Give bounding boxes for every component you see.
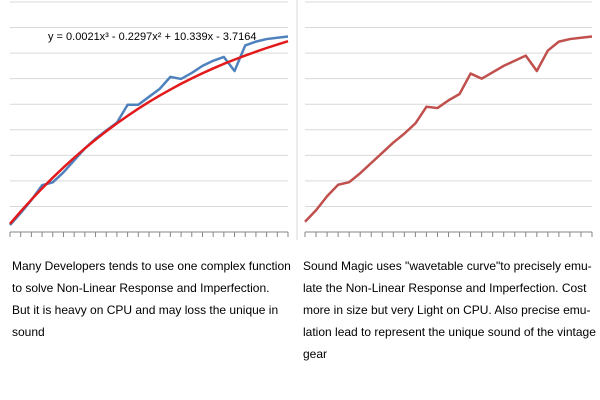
data-line <box>9 40 289 225</box>
caption-line: late the Non-Linear Response and Imperfe… <box>303 281 587 295</box>
caption-line: gear <box>303 347 327 361</box>
data-line <box>9 35 289 226</box>
data-line <box>304 35 593 223</box>
caption-line: sound <box>12 325 45 339</box>
equation-label: y = 0.0021x³ - 0.2297x² + 10.339x - 3.71… <box>48 31 257 43</box>
caption-line: to solve Non-Linear Response and Imperfe… <box>12 281 269 295</box>
caption-line: But it is heavy on CPU and may loss the … <box>12 303 278 317</box>
caption-line: Many Developers tends to use one complex… <box>12 259 291 273</box>
caption-line: Sound Magic uses "wavetable curve"to pre… <box>303 259 592 273</box>
caption-line: lation lead to represent the unique soun… <box>303 325 596 339</box>
caption-line: more in size but very Light on CPU. Also… <box>303 303 590 317</box>
